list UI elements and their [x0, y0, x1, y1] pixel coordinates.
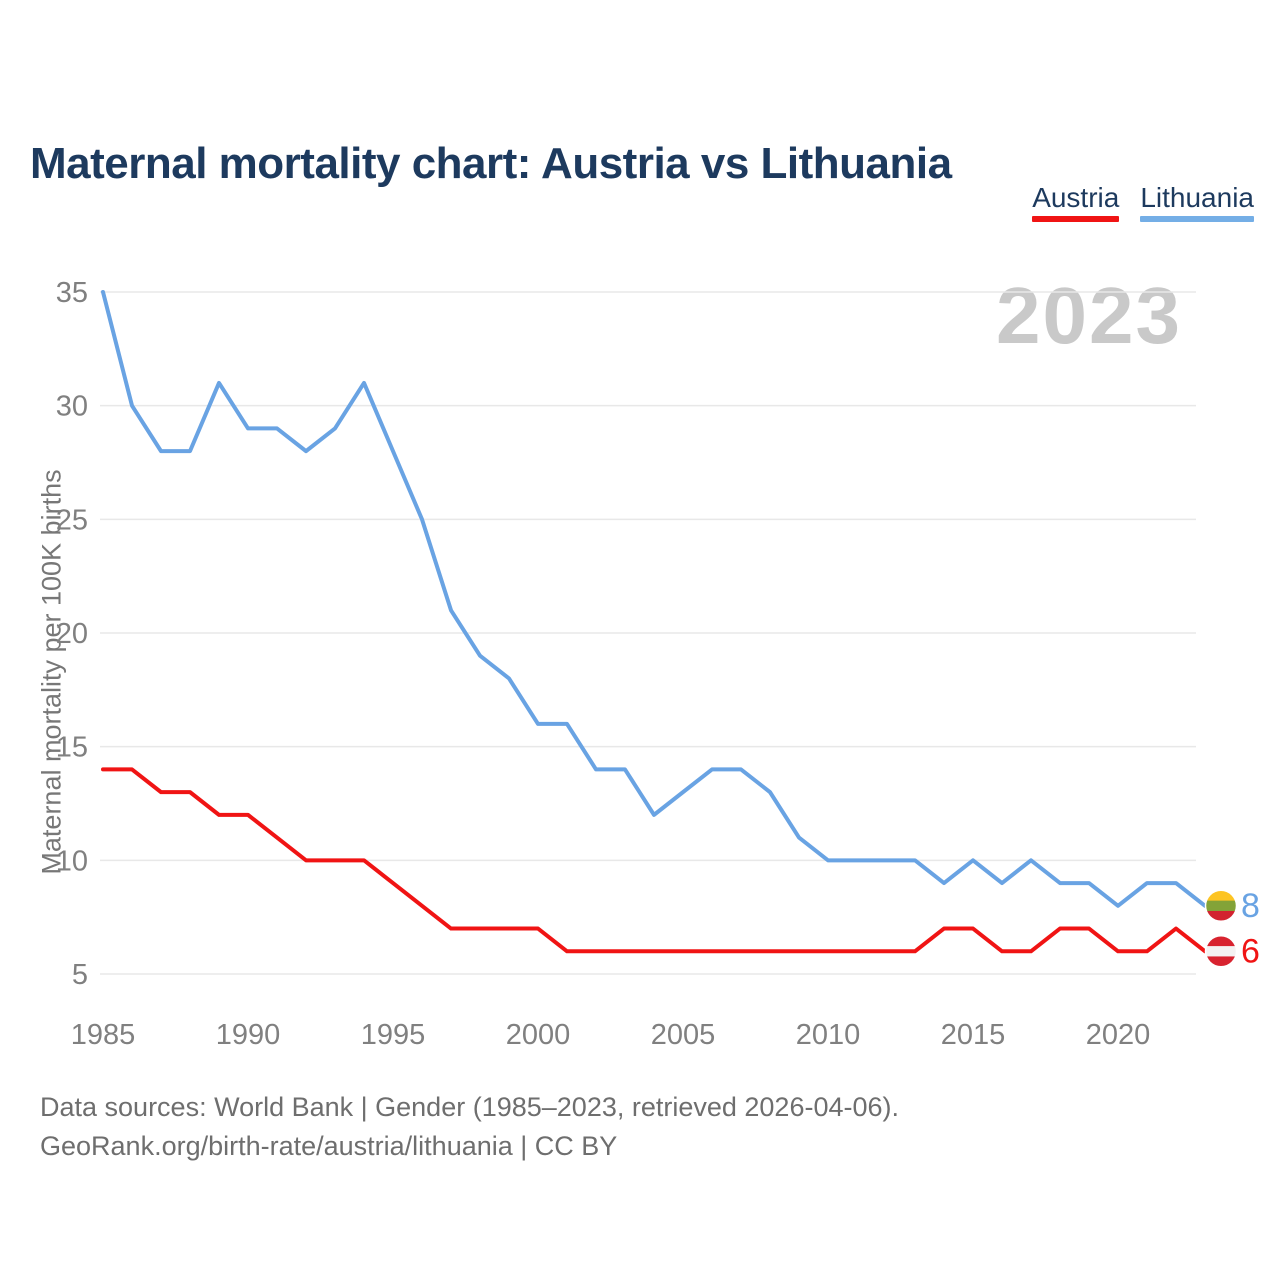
x-tick-label-1990: 1990 [216, 1019, 281, 1051]
austria-flag-border [1204, 935, 1238, 968]
footer: Data sources: World Bank | Gender (1985–… [40, 1088, 899, 1166]
y-tick-label-35: 35 [56, 277, 88, 309]
x-tick-label-2005: 2005 [651, 1019, 716, 1051]
lithuania-end-value-label: 8 [1241, 887, 1260, 925]
footer-sources-line: Data sources: World Bank | Gender (1985–… [40, 1092, 900, 1122]
year-watermark: 2023 [996, 271, 1182, 360]
austria-flag-badge [1205, 935, 1237, 967]
austria-line [101, 767, 1207, 954]
legend-item-lithuania[interactable]: Lithuania [1140, 184, 1254, 222]
lithuania-flag-badge [1205, 890, 1237, 922]
y-tick-label-15: 15 [56, 732, 88, 764]
legend-item-austria[interactable]: Austria [1032, 182, 1120, 222]
y-tick-label-10: 10 [56, 845, 88, 877]
y-tick-label-25: 25 [56, 504, 88, 536]
lithuania-flag-border [1204, 889, 1238, 923]
y-tick-label-30: 30 [56, 391, 88, 423]
legend-label-austria: Austria [1032, 182, 1120, 213]
x-tick-label-2020: 2020 [1086, 1019, 1151, 1051]
legend-bar-lithuania [1140, 216, 1254, 222]
legend-label-lithuania: Lithuania [1140, 182, 1254, 213]
lithuania-line [101, 290, 1207, 908]
x-tick-label-1985: 1985 [71, 1019, 136, 1051]
footer-attribution-line: GeoRank.org/birth-rate/austria/lithuania… [40, 1131, 618, 1161]
legend: Austria Lithuania [1032, 184, 1254, 222]
legend-bar-austria [1032, 216, 1120, 222]
x-tick-label-2015: 2015 [941, 1019, 1006, 1051]
x-tick-label-2010: 2010 [796, 1019, 861, 1051]
austria-end-value-label: 6 [1241, 932, 1260, 970]
page-title: Maternal mortality chart: Austria vs Lit… [30, 139, 952, 189]
x-tick-label-1995: 1995 [361, 1019, 426, 1051]
x-tick-label-2000: 2000 [506, 1019, 571, 1051]
y-tick-label-5: 5 [72, 959, 88, 991]
y-tick-label-20: 20 [56, 618, 88, 650]
